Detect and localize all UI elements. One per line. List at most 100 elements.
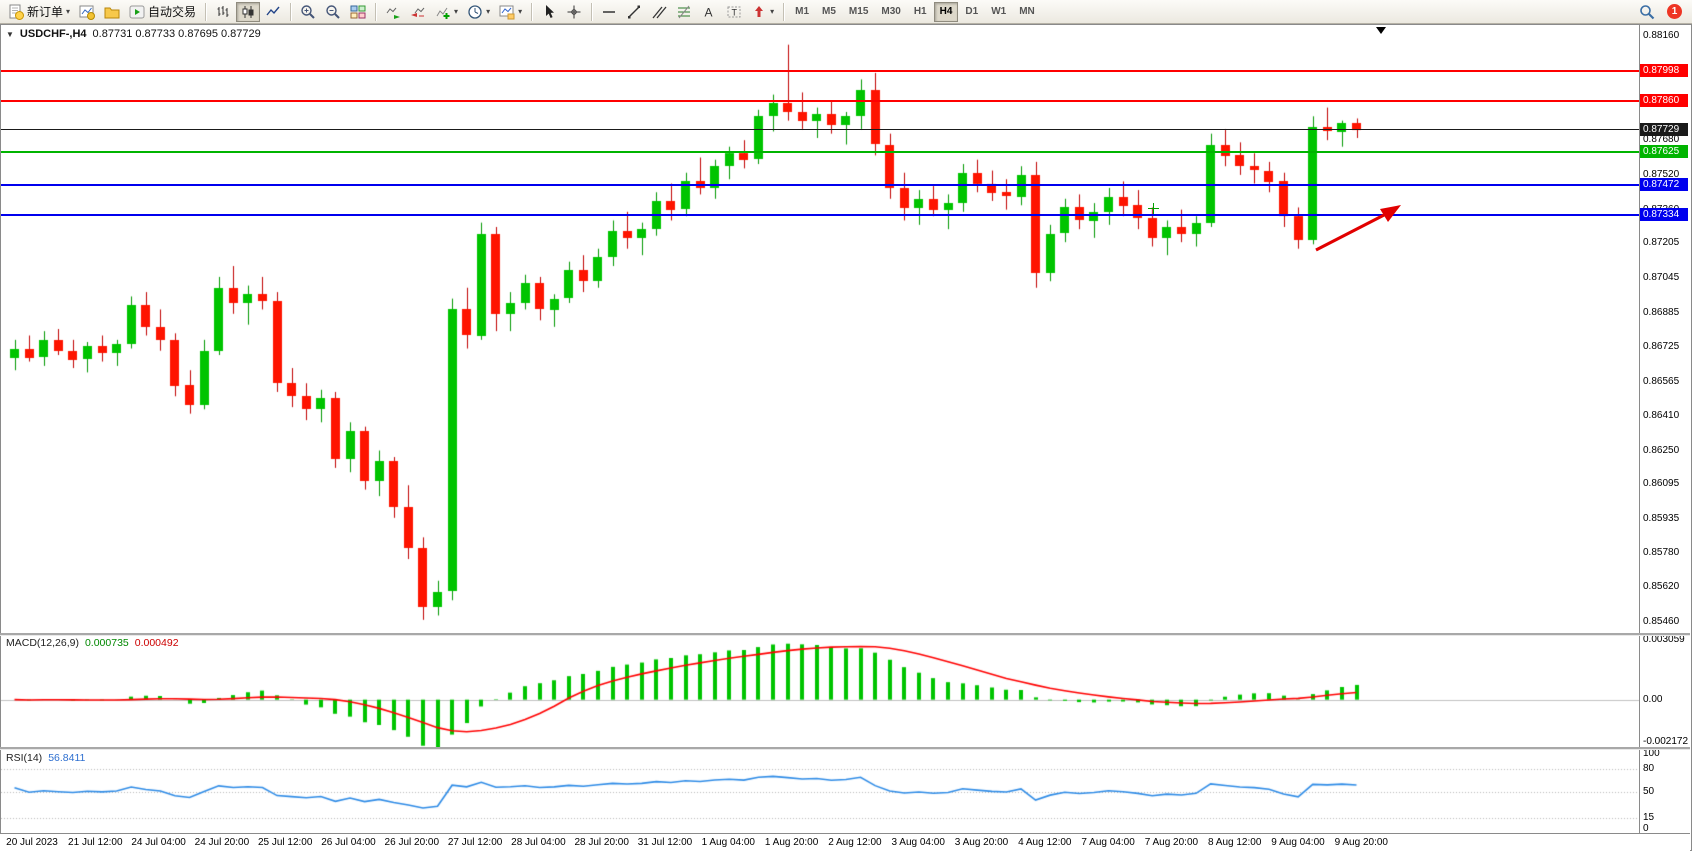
zoom-in-icon bbox=[300, 4, 316, 20]
chevron-down-icon: ▾ bbox=[770, 6, 775, 16]
zoom-in-button[interactable] bbox=[296, 2, 320, 22]
templates-icon bbox=[499, 4, 515, 20]
time-axis-label: 24 Jul 20:00 bbox=[194, 837, 250, 848]
price-chart-canvas[interactable] bbox=[1, 25, 1639, 633]
toolbar-separator bbox=[375, 2, 377, 21]
time-axis-label: 4 Aug 12:00 bbox=[1018, 837, 1072, 848]
time-axis-label: 21 Jul 12:00 bbox=[68, 837, 123, 848]
macd-axis-label: -0.002172 bbox=[1643, 736, 1689, 747]
timeframe-mn-button[interactable]: MN bbox=[1013, 2, 1041, 22]
timeframe-h1-button[interactable]: H1 bbox=[908, 2, 933, 22]
time-axis[interactable]: 20 Jul 2023 21 Jul 12:00 24 Jul 04:00 24 Ju… bbox=[0, 833, 1690, 851]
support-blue-1-badge: 0.87472 bbox=[1640, 178, 1688, 192]
rsi-axis-label: 50 bbox=[1643, 785, 1655, 797]
timeframe-m1-button[interactable]: M1 bbox=[789, 2, 815, 22]
trendline-button[interactable] bbox=[622, 2, 646, 22]
bar-chart-button[interactable] bbox=[211, 2, 235, 22]
time-axis-label: 26 Jul 20:00 bbox=[384, 837, 440, 848]
text-icon: A bbox=[701, 4, 717, 20]
main-toolbar: 新订单 ▾ 自动交易 bbox=[0, 0, 1692, 24]
zoom-out-button[interactable] bbox=[321, 2, 345, 22]
macd-axis-label: 0.00 bbox=[1643, 693, 1663, 705]
macd-signal-value: 0.000492 bbox=[134, 637, 179, 649]
price-axis-label: 0.85935 bbox=[1643, 512, 1680, 524]
one-click-trading-toggle-icon[interactable]: ▼ bbox=[6, 29, 14, 39]
new-order-button[interactable]: 新订单 ▾ bbox=[4, 2, 74, 22]
timeframe-h4-button[interactable]: H4 bbox=[933, 1, 959, 22]
indicators-button[interactable]: ▾ bbox=[431, 2, 462, 22]
price-axis[interactable]: 0.881600.880000.878400.876800.875200.873… bbox=[1639, 25, 1691, 834]
equidistant-channel-button[interactable] bbox=[647, 2, 671, 22]
time-axis-label: 3 Aug 04:00 bbox=[891, 837, 945, 848]
new-chart-button[interactable] bbox=[75, 2, 99, 22]
red-arrow-annotation[interactable] bbox=[1300, 192, 1420, 262]
price-axis-label: 0.86885 bbox=[1643, 306, 1680, 318]
timeframe-m15-button[interactable]: M15 bbox=[843, 2, 874, 22]
auto-scroll-button[interactable] bbox=[381, 2, 405, 22]
cursor-arrow-icon bbox=[541, 4, 557, 20]
timeframe-m30-button[interactable]: M30 bbox=[875, 2, 906, 22]
templates-button[interactable]: ▾ bbox=[495, 2, 526, 22]
timeframe-m5-button[interactable]: M5 bbox=[816, 2, 842, 22]
price-axis-label: 0.85460 bbox=[1643, 616, 1680, 627]
tile-windows-button[interactable] bbox=[346, 2, 370, 22]
time-axis-label: 27 Jul 12:00 bbox=[447, 837, 503, 848]
price-axis-label: 0.85780 bbox=[1643, 546, 1680, 558]
timeframe-d1-button[interactable]: D1 bbox=[959, 2, 984, 22]
symbol-header: ▼ USDCHF-,H4 0.87731 0.87733 0.87695 0.8… bbox=[6, 28, 261, 40]
timeframe-w1-button[interactable]: W1 bbox=[985, 2, 1012, 22]
time-axis-label: 8 Aug 12:00 bbox=[1207, 837, 1262, 848]
panel-divider-macd[interactable] bbox=[0, 633, 1690, 636]
green-cross-marker[interactable] bbox=[1148, 203, 1159, 214]
chevron-down-icon: ▾ bbox=[66, 6, 71, 16]
horizontal-line-icon bbox=[601, 4, 617, 20]
text-label-button[interactable]: T bbox=[722, 2, 746, 22]
panel-divider-rsi[interactable] bbox=[0, 747, 1690, 750]
ohlc-values: 0.87731 0.87733 0.87695 0.87729 bbox=[92, 28, 261, 40]
chart-shift-marker[interactable] bbox=[1376, 27, 1386, 34]
time-axis-label: 26 Jul 04:00 bbox=[321, 837, 376, 848]
red-arrow-head bbox=[1380, 205, 1401, 222]
support-blue-2-badge: 0.87334 bbox=[1640, 208, 1688, 222]
time-axis-label: 25 Jul 12:00 bbox=[257, 837, 313, 848]
price-axis-label: 0.87680 bbox=[1643, 134, 1680, 146]
text-label-icon: T bbox=[726, 4, 742, 20]
notification-badge[interactable]: 1 bbox=[1667, 4, 1682, 19]
search-button[interactable] bbox=[1635, 2, 1659, 22]
toolbar-separator bbox=[531, 2, 533, 21]
support-green-badge: 0.87625 bbox=[1640, 145, 1688, 159]
rsi-panel-canvas[interactable] bbox=[1, 750, 1639, 833]
line-chart-button[interactable] bbox=[261, 2, 285, 22]
current-price-badge: 0.87729 bbox=[1640, 122, 1688, 136]
search-icon bbox=[1639, 4, 1655, 20]
crosshair-button[interactable] bbox=[562, 2, 586, 22]
trendline-icon bbox=[626, 4, 642, 20]
chart-shift-button[interactable] bbox=[406, 2, 430, 22]
resistance-red-1-badge: 0.87998 bbox=[1640, 64, 1688, 78]
tile-windows-icon bbox=[350, 4, 366, 20]
periods-button[interactable]: ▾ bbox=[463, 2, 494, 22]
fibonacci-icon bbox=[676, 4, 692, 20]
macd-panel-canvas[interactable] bbox=[1, 635, 1639, 747]
rsi-value: 56.8411 bbox=[48, 752, 86, 764]
arrow-symbol-icon bbox=[751, 4, 767, 20]
time-axis-label: 31 Jul 12:00 bbox=[637, 837, 693, 848]
time-axis-label: 9 Aug 04:00 bbox=[1271, 837, 1325, 848]
horizontal-line-button[interactable] bbox=[597, 2, 621, 22]
cursor-button[interactable] bbox=[537, 2, 561, 22]
svg-text:A: A bbox=[705, 5, 713, 19]
candlestick-chart-button[interactable] bbox=[236, 1, 261, 22]
macd-name: MACD(12,26,9) bbox=[6, 637, 79, 649]
clock-icon bbox=[467, 4, 483, 20]
time-axis-label: 7 Aug 20:00 bbox=[1144, 837, 1199, 848]
text-button[interactable]: A bbox=[697, 2, 721, 22]
time-axis-label: 2 Aug 12:00 bbox=[828, 837, 882, 848]
profiles-button[interactable] bbox=[100, 2, 124, 22]
fibonacci-button[interactable] bbox=[672, 2, 696, 22]
arrows-tool-button[interactable]: ▾ bbox=[747, 2, 778, 22]
price-axis-label: 0.88160 bbox=[1643, 30, 1680, 41]
price-axis-label: 0.86410 bbox=[1643, 409, 1680, 421]
autotrading-button[interactable]: 自动交易 bbox=[125, 2, 200, 22]
time-axis-label: 28 Jul 20:00 bbox=[574, 837, 629, 848]
toolbar-separator bbox=[783, 2, 785, 21]
